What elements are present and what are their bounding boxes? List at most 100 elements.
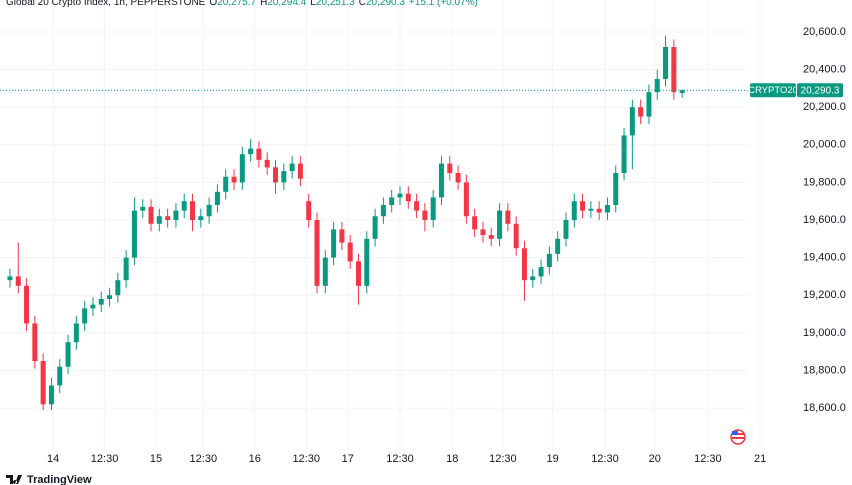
candle-body	[57, 366, 63, 386]
candle-body	[538, 267, 544, 277]
x-tick-label: 17	[342, 453, 354, 465]
candle-body	[173, 210, 179, 221]
candle-body	[488, 235, 494, 239]
candle-body	[463, 182, 469, 217]
candle-body	[555, 238, 561, 254]
y-tick-label: 19,400.0	[803, 252, 846, 264]
candle-body	[455, 173, 461, 183]
candle-body	[231, 176, 237, 183]
candle-body	[405, 193, 411, 202]
candle-body	[65, 342, 71, 367]
legend-value: 20,251.3	[316, 0, 355, 8]
candle-body	[165, 216, 171, 221]
x-tick-label: 15	[150, 453, 162, 465]
candle-body	[131, 210, 137, 258]
candle-body	[530, 276, 536, 281]
y-tick-label: 20,000.0	[803, 139, 846, 151]
symbol-label: CRYPTO20	[748, 85, 798, 96]
flag-icon	[730, 429, 746, 445]
candle-body	[223, 176, 229, 192]
candle-body	[613, 173, 619, 205]
x-tick-label: 12:30	[591, 453, 619, 465]
candle-body	[48, 385, 54, 405]
y-tick-label: 19,600.0	[803, 214, 846, 226]
candle-body	[663, 47, 669, 79]
x-tick-label: 19	[547, 453, 559, 465]
candle-body	[497, 210, 503, 239]
candle-body	[40, 361, 46, 405]
candle-body	[98, 298, 104, 305]
candle-body	[339, 229, 345, 243]
x-tick-label: 20	[649, 453, 661, 465]
candle-body	[571, 201, 577, 221]
title: Global 20 Crypto Index, 1h, PEPPERSTONE	[6, 0, 206, 8]
legend-key: O	[209, 0, 217, 8]
candle-body	[264, 159, 270, 168]
candle-body	[389, 197, 395, 205]
candle-body	[273, 167, 279, 183]
candle-body	[322, 257, 328, 286]
price-box	[797, 83, 843, 98]
brand[interactable]: TradingView	[6, 474, 92, 485]
candle-body	[306, 201, 312, 221]
candle-body	[480, 229, 486, 236]
x-tick-label: 12:30	[694, 453, 722, 465]
x-tick-label: 12:30	[489, 453, 517, 465]
candle-body	[248, 148, 254, 155]
candle-body	[638, 107, 644, 117]
candle-body	[256, 148, 262, 160]
plot: 18,600.0 18,800.0 19,000.0 19,200.0 19,400.0…	[0, 0, 846, 465]
candle-body	[297, 163, 303, 179]
candle-body	[73, 323, 79, 343]
candle-body	[588, 208, 594, 211]
legend-key: L	[310, 0, 316, 8]
candle-body	[115, 280, 121, 296]
candle-body	[156, 216, 162, 224]
candle-body	[15, 276, 21, 286]
candle-body	[679, 90, 685, 93]
x-tick-label: 12:30	[190, 453, 218, 465]
legend-value: 20,275.7	[217, 0, 256, 8]
candle-body	[604, 204, 610, 213]
x-tick-label: 12:30	[292, 453, 320, 465]
candle-body	[214, 191, 220, 205]
legend-value: 20,294.4	[267, 0, 306, 8]
price-label: 20,290.3	[801, 85, 840, 96]
y-tick-label: 20,600.0	[803, 26, 846, 38]
change: +15.1 (+0.07%)	[409, 0, 478, 8]
x-tick-label: 21	[754, 453, 766, 465]
candle-body	[190, 201, 196, 221]
candle-body	[314, 220, 320, 286]
candle-body	[198, 216, 204, 221]
legend-key: H	[260, 0, 267, 8]
legend-value: 20,290.3	[366, 0, 405, 8]
header-text: Global 20 Crypto Index, 1h, PEPPERSTONE O…	[6, 0, 478, 8]
candle-body	[331, 229, 337, 258]
candle-body	[140, 206, 146, 211]
x-tick-label: 14	[47, 453, 59, 465]
legend-key: C	[359, 0, 366, 8]
candle-body	[596, 208, 602, 213]
x-tick-label: 18	[446, 453, 458, 465]
candle-body	[281, 171, 287, 183]
candle-body	[646, 92, 652, 117]
candle-body	[580, 201, 586, 211]
candle-body	[513, 223, 519, 249]
candle-body	[107, 295, 113, 299]
candle-body	[414, 201, 420, 211]
candle-body	[563, 220, 569, 239]
y-tick-label: 20,200.0	[803, 101, 846, 113]
candle-body	[621, 135, 627, 174]
candle-body	[347, 242, 353, 262]
candle-body	[32, 323, 38, 362]
y-tick-label: 19,000.0	[803, 327, 846, 339]
y-tick-label: 20,400.0	[803, 63, 846, 75]
candle-body	[148, 206, 154, 224]
candle-body	[422, 210, 428, 221]
y-tick-label: 19,200.0	[803, 289, 846, 301]
y-tick-label: 18,600.0	[803, 402, 846, 414]
candle-body	[629, 107, 635, 136]
candle-body	[289, 163, 295, 172]
candle-body	[447, 163, 453, 174]
